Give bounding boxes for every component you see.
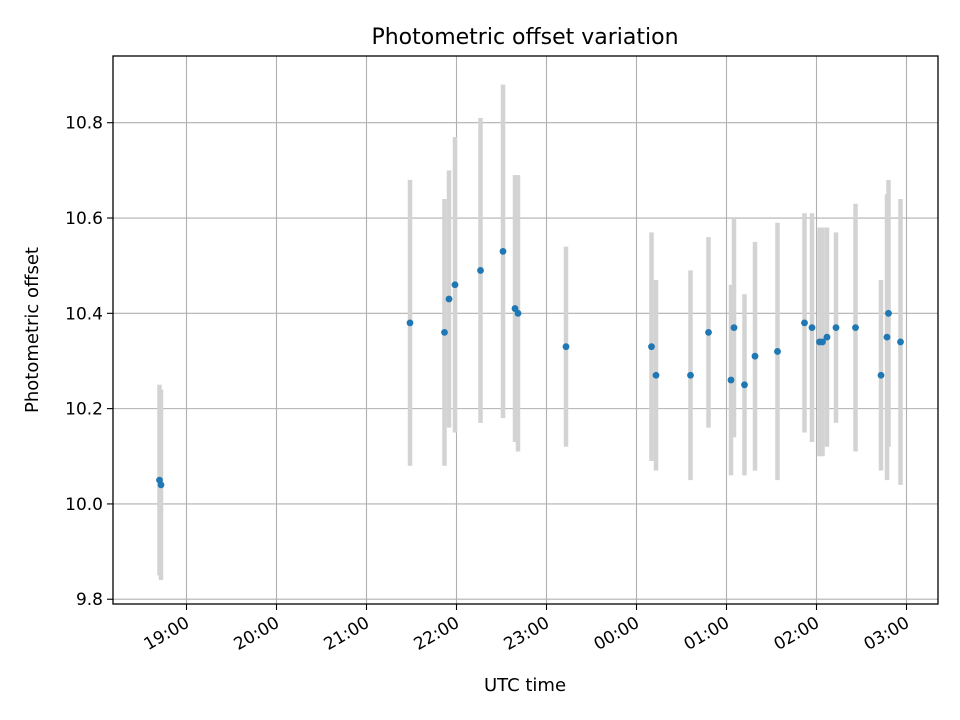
data-point: [885, 309, 892, 317]
data-point: [819, 338, 826, 346]
data-point: [441, 328, 448, 336]
x-axis-label: UTC time: [484, 675, 566, 696]
data-point: [451, 281, 459, 289]
data-point: [774, 348, 781, 355]
data-point: [852, 324, 859, 332]
data-point: [808, 324, 816, 332]
data-point: [727, 376, 735, 384]
data-point: [877, 371, 885, 379]
data-point: [406, 319, 414, 327]
data-point: [499, 247, 507, 255]
plot-frame: [112, 55, 939, 605]
data-point: [687, 371, 694, 379]
data-point: [648, 343, 655, 351]
data-point: [801, 319, 808, 327]
data-point: [741, 381, 748, 389]
data-point: [883, 333, 891, 341]
data-point: [705, 328, 712, 336]
y-axis-label: Photometric offset: [22, 247, 43, 413]
y-tick-label: 9.8: [76, 590, 103, 610]
data-point: [562, 343, 570, 351]
data-point: [652, 371, 660, 379]
data-point: [730, 324, 738, 332]
data-point: [477, 267, 484, 274]
y-tick-label: 10.8: [65, 114, 103, 134]
data-point: [514, 309, 522, 317]
chart-title: Photometric offset variation: [371, 25, 678, 50]
data-point: [751, 352, 759, 360]
y-tick-label: 10.6: [65, 209, 103, 229]
data-point: [823, 333, 831, 341]
data-point: [157, 481, 165, 489]
data-point: [897, 338, 904, 346]
y-tick-label: 10.2: [65, 400, 103, 420]
data-point: [445, 295, 453, 303]
y-tick-label: 10.4: [65, 304, 103, 324]
grid: [113, 56, 938, 604]
data-points: [156, 247, 904, 489]
y-tick-label: 10.0: [65, 495, 103, 515]
data-point: [832, 324, 840, 332]
